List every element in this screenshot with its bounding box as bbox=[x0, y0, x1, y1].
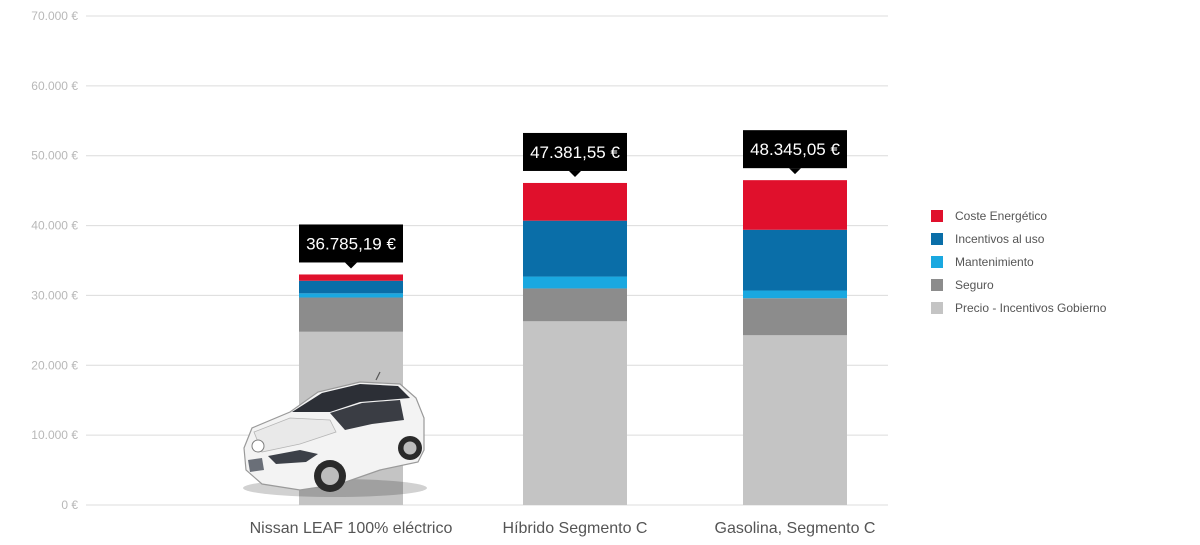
total-callout: 47.381,55 € bbox=[523, 132, 627, 177]
total-label: 48.345,05 € bbox=[750, 140, 840, 159]
y-tick-label: 10.000 € bbox=[31, 428, 78, 442]
total-callout: 48.345,05 € bbox=[743, 130, 847, 175]
bar-segment bbox=[523, 220, 627, 277]
legend-item: Incentivos al uso bbox=[931, 232, 1045, 246]
bar-segment bbox=[743, 298, 847, 336]
legend-label: Incentivos al uso bbox=[955, 232, 1045, 246]
bar-segment bbox=[299, 274, 403, 281]
total-label: 36.785,19 € bbox=[306, 234, 396, 253]
bar-segment bbox=[299, 293, 403, 298]
legend: Coste Energético Incentivos al uso Manteni… bbox=[931, 209, 1107, 315]
y-tick-label: 0 € bbox=[61, 498, 78, 512]
y-tick-label: 60.000 € bbox=[31, 79, 78, 93]
bar-segment bbox=[523, 182, 627, 221]
legend-item: Precio - Incentivos Gobierno bbox=[931, 301, 1107, 315]
total-label: 47.381,55 € bbox=[530, 143, 620, 162]
bar-segment bbox=[523, 288, 627, 322]
legend-label: Coste Energético bbox=[955, 209, 1047, 223]
y-tick-label: 20.000 € bbox=[31, 358, 78, 372]
grid: 0 € 10.000 € 20.000 € 30.000 € 40.000 € 50.00… bbox=[31, 9, 888, 512]
bar-segment bbox=[523, 276, 627, 289]
total-callout: 36.785,19 € bbox=[299, 224, 403, 269]
legend-item: Mantenimiento bbox=[931, 255, 1034, 269]
bar-segment bbox=[743, 180, 847, 230]
category-label: Híbrido Segmento C bbox=[503, 520, 648, 537]
bar-segment bbox=[743, 335, 847, 505]
y-tick-label: 50.000 € bbox=[31, 149, 78, 163]
bar-segment bbox=[299, 280, 403, 294]
legend-swatch bbox=[931, 302, 943, 314]
legend-item: Coste Energético bbox=[931, 209, 1047, 223]
car-icon bbox=[243, 371, 427, 497]
legend-label: Mantenimiento bbox=[955, 255, 1034, 269]
legend-item: Seguro bbox=[931, 278, 994, 292]
category-label: Gasolina, Segmento C bbox=[715, 520, 876, 537]
legend-label: Seguro bbox=[955, 278, 994, 292]
bar-segment bbox=[299, 297, 403, 332]
category-label: Nissan LEAF 100% eléctrico bbox=[250, 520, 453, 537]
y-tick-label: 40.000 € bbox=[31, 219, 78, 233]
legend-swatch bbox=[931, 233, 943, 245]
total-labels: 36.785,19 € 47.381,55 € 48.345,05 € bbox=[299, 130, 847, 269]
legend-swatch bbox=[931, 279, 943, 291]
bar-segment bbox=[743, 290, 847, 299]
y-tick-label: 70.000 € bbox=[31, 9, 78, 23]
bar-segment bbox=[743, 229, 847, 291]
legend-label: Precio - Incentivos Gobierno bbox=[955, 301, 1107, 315]
legend-swatch bbox=[931, 210, 943, 222]
bar-segment bbox=[523, 321, 627, 505]
y-tick-label: 30.000 € bbox=[31, 288, 78, 302]
category-labels: Nissan LEAF 100% eléctrico Híbrido Segmen… bbox=[250, 520, 876, 537]
legend-swatch bbox=[931, 256, 943, 268]
